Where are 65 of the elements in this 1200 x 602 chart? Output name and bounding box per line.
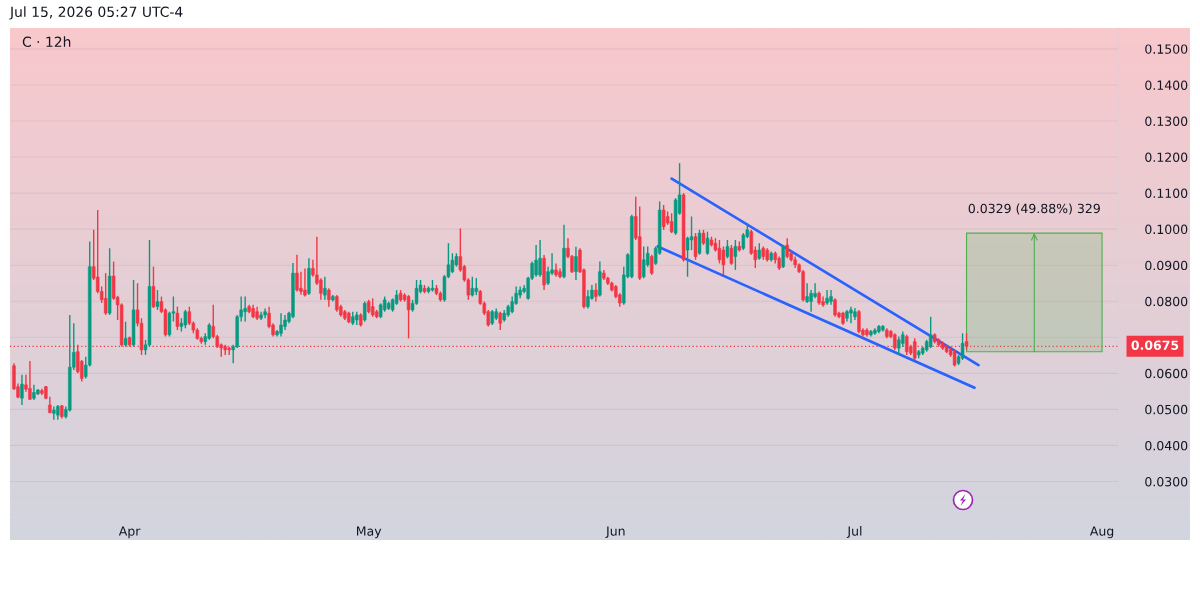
candlestick	[279, 312, 283, 338]
y-tick-label: 0.0900	[1145, 260, 1188, 271]
candlestick	[175, 305, 180, 331]
x-tick-label: Apr	[118, 526, 141, 539]
candlestick	[295, 254, 299, 293]
x-tick-label: May	[357, 526, 382, 539]
candlestick	[661, 204, 666, 231]
x-tick-label: Jun	[605, 526, 625, 539]
candlestick	[52, 405, 56, 421]
candlestick	[538, 239, 542, 278]
candlestick	[669, 212, 674, 234]
candlestick	[928, 316, 933, 349]
candlestick	[705, 230, 710, 256]
y-tick-label: 0.1500	[1145, 44, 1188, 54]
candlestick	[303, 267, 307, 298]
candlestick	[103, 272, 108, 316]
candlestick	[155, 289, 160, 311]
candlestick	[534, 244, 538, 278]
candlestick	[781, 244, 785, 269]
candlestick	[586, 289, 590, 310]
y-tick-label: 0.1100	[1145, 188, 1188, 199]
x-tick-label: Jul	[846, 526, 862, 539]
data-label: 0.0329 (49.88%) 329	[968, 203, 1100, 215]
candlestick	[833, 297, 837, 318]
candlestick	[897, 335, 901, 356]
candlestick	[574, 246, 578, 281]
candlestick	[729, 244, 734, 266]
candlestick	[642, 245, 646, 279]
candlestick	[327, 287, 331, 308]
candlestick	[123, 321, 128, 348]
candlestick	[594, 282, 598, 303]
candlestick	[805, 282, 809, 304]
candlestick	[323, 276, 327, 301]
candlestick	[697, 229, 702, 256]
candlestick	[749, 229, 754, 256]
y-tick-label: 0.1200	[1145, 152, 1188, 162]
candlestick	[151, 265, 156, 309]
candlestick	[20, 374, 24, 406]
y-tick-label: 0.0800	[1145, 296, 1188, 307]
candlestick	[857, 309, 861, 335]
candlestick	[725, 239, 730, 260]
x-tick-label: Aug	[1089, 526, 1114, 539]
candlestick	[243, 295, 247, 323]
candlestick	[813, 282, 817, 300]
candlestick	[960, 332, 965, 361]
y-tick-label: 0.0300	[1145, 476, 1188, 487]
y-tick-label: 0.0600	[1145, 368, 1188, 379]
candlestick	[598, 260, 602, 298]
candlestick	[733, 239, 738, 271]
y-tick-label: 0.1300	[1145, 116, 1188, 126]
y-tick-label: 0.1400	[1145, 80, 1188, 90]
candlestick	[693, 232, 698, 261]
chart-title: C · 12h	[22, 36, 71, 48]
candlestick	[363, 300, 367, 323]
y-tick-label: 0.0500	[1145, 404, 1188, 415]
candlestick	[406, 294, 411, 340]
candlestick	[849, 305, 853, 324]
y-tick-label: 0.0400	[1145, 440, 1188, 451]
candlestick	[28, 360, 32, 401]
ref-line-label: 0.0675	[1131, 340, 1179, 350]
candlestick	[183, 309, 188, 329]
text: Jul 15, 2026 05:27 UTC-4	[9, 6, 183, 20]
y-tick-label: 0.1000	[1145, 224, 1188, 235]
candlestick	[649, 254, 654, 276]
candlestick	[785, 237, 789, 260]
